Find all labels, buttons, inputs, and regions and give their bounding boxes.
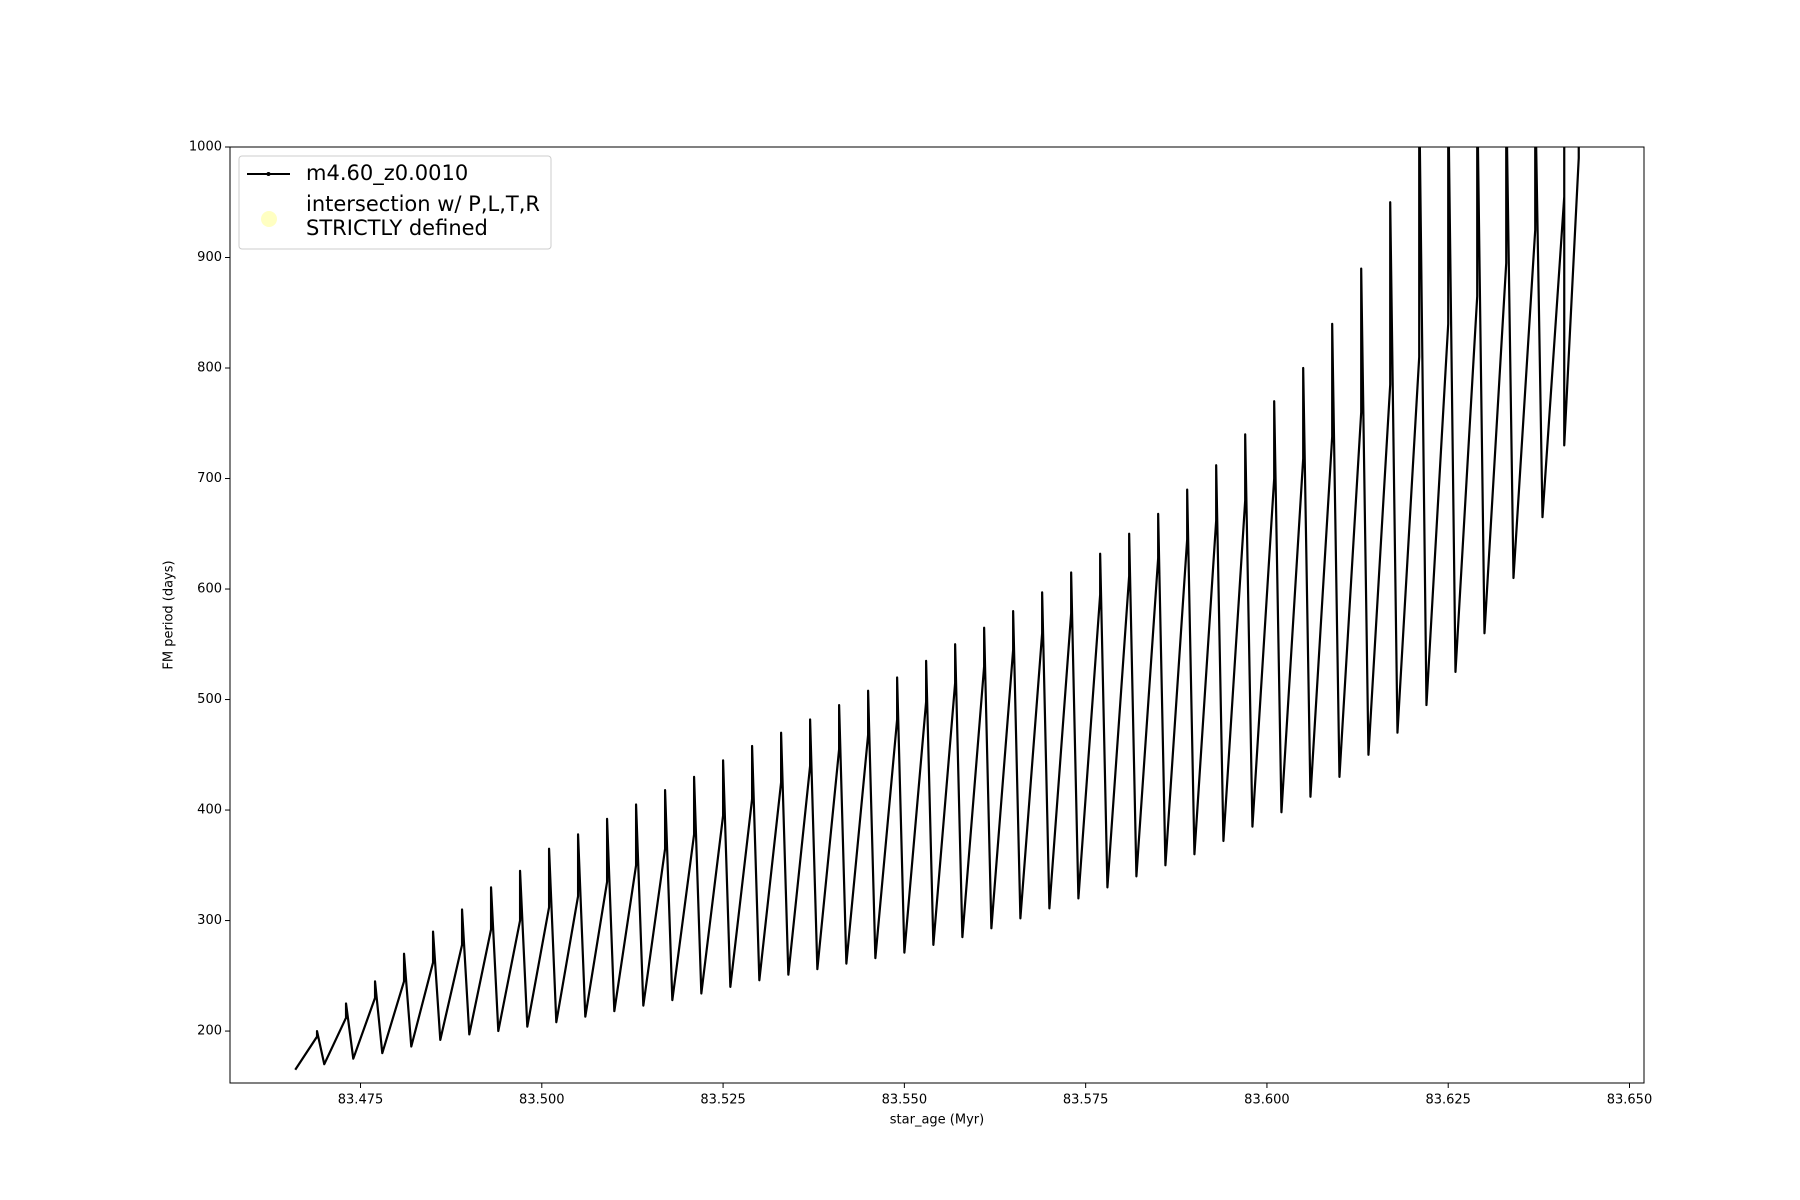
x-tick-label: 83.650 [1607, 1093, 1653, 1108]
x-tick-label: 83.625 [1425, 1093, 1471, 1108]
x-tick-label: 83.600 [1244, 1093, 1290, 1108]
x-tick-label: 83.550 [882, 1093, 928, 1108]
y-tick-label: 600 [197, 582, 222, 597]
axes-frame [229, 146, 1645, 1084]
legend-marker [266, 172, 271, 176]
y-tick-label: 500 [197, 692, 222, 707]
x-tick-label: 83.575 [1063, 1093, 1109, 1108]
y-tick-label: 900 [197, 250, 222, 265]
plot-area [294, 147, 1580, 1071]
legend-label: intersection w/ P,L,T,R STRICTLY defined [306, 192, 540, 240]
y-tick-label: 300 [197, 913, 222, 928]
y-axis-label: FM period (days) [162, 560, 177, 669]
legend-marker [261, 211, 277, 227]
x-tick-label: 83.525 [700, 1093, 746, 1108]
x-tick-label: 83.500 [519, 1093, 565, 1108]
data-line [294, 147, 1580, 1071]
y-tick-label: 400 [197, 803, 222, 818]
x-axis-label: star_age (Myr) [890, 1113, 984, 1128]
x-tick-label: 83.475 [338, 1093, 384, 1108]
legend-box [238, 155, 552, 250]
y-tick-label: 1000 [189, 140, 222, 155]
y-tick-label: 700 [197, 471, 222, 486]
y-tick-label: 800 [197, 361, 222, 376]
y-tick-label: 200 [197, 1024, 222, 1039]
legend-label: m4.60_z0.0010 [306, 161, 468, 186]
